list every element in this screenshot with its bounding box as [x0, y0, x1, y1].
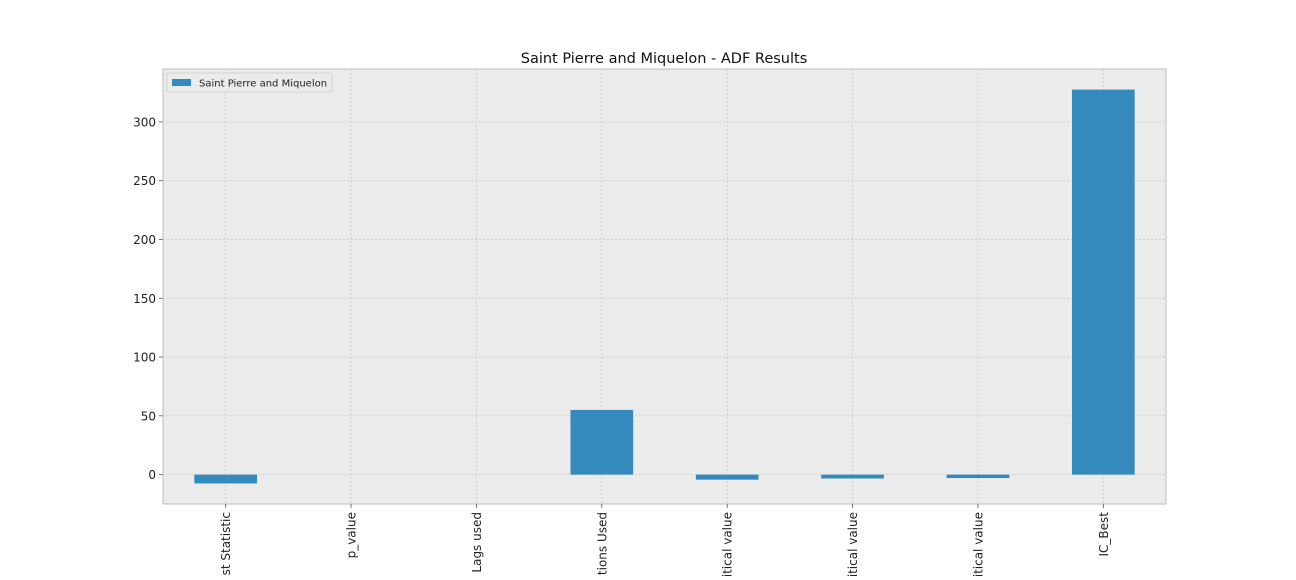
bar [194, 475, 257, 484]
x-tick-label: 1% critical value [721, 512, 735, 576]
plot-area [163, 69, 1166, 504]
x-tick-label: p_value [345, 512, 359, 558]
chart-title: Saint Pierre and Miquelon - ADF Results [521, 51, 808, 67]
x-tick-label: 10% critical value [971, 512, 985, 576]
legend-swatch [172, 79, 191, 86]
x-tick-label: Number of Observations Used [595, 512, 609, 576]
legend-label: Saint Pierre and Miquelon [199, 79, 327, 90]
y-tick-label: 100 [133, 351, 156, 365]
y-tick-label: 250 [133, 174, 156, 188]
y-tick-label: 50 [141, 409, 156, 423]
x-tick-label: 5% critical value [846, 512, 860, 576]
y-tick-label: 300 [133, 115, 156, 129]
bar [570, 410, 633, 475]
bar [821, 475, 884, 479]
y-tick-label: 150 [133, 292, 156, 306]
y-tick-label: 200 [133, 233, 156, 247]
x-tick-label: Lags used [470, 512, 484, 573]
x-tick-label: Test Statistic [219, 512, 233, 576]
bar [1072, 90, 1135, 475]
bar [696, 475, 759, 480]
bar [947, 475, 1010, 478]
x-tick-label: IC_Best [1097, 512, 1111, 557]
y-tick-label: 0 [148, 468, 156, 482]
